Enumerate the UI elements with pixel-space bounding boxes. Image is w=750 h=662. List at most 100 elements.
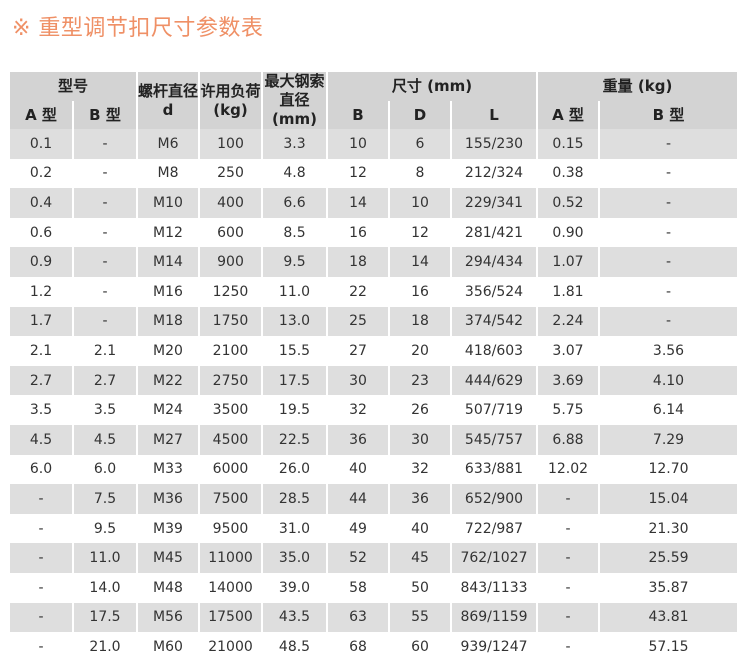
table-cell: 26	[390, 395, 450, 425]
table-cell: 63	[328, 602, 388, 633]
table-cell: 1.07	[538, 247, 598, 277]
table-cell: M36	[138, 484, 198, 514]
table-cell: 6.88	[538, 424, 598, 455]
table-cell: 374/542	[452, 306, 536, 337]
table-cell: 68	[328, 632, 388, 662]
table-row: -14.0 M48 14000 39.0 58 50 843/1133-35.87	[10, 572, 737, 603]
header-model: 型号	[10, 72, 136, 101]
table-cell: 23	[390, 365, 450, 396]
table-cell: 356/524	[452, 276, 536, 307]
table-cell: -	[74, 247, 136, 277]
table-cell: -	[600, 217, 737, 248]
table-cell: -	[600, 306, 737, 337]
table-cell: M8	[138, 158, 198, 189]
table-cell: 58	[328, 572, 388, 603]
table-cell: -	[74, 188, 136, 218]
table-cell: 57.15	[600, 632, 737, 662]
table-cell: 11.0	[263, 276, 326, 307]
table-cell: 6000	[200, 454, 261, 485]
header-weight: 重量 (kg)	[538, 72, 737, 101]
table-cell: 6.6	[263, 188, 326, 218]
table-cell: 1250	[200, 276, 261, 307]
table-cell: 12	[328, 158, 388, 189]
table-cell: 400	[200, 188, 261, 218]
table-cell: 16	[390, 276, 450, 307]
table-cell: 25	[328, 306, 388, 337]
table-cell: -	[74, 158, 136, 189]
table-cell: 60	[390, 632, 450, 662]
table-row: -17.5 M56 17500 43.5 63 55 869/1159-43.81	[10, 602, 737, 633]
table-cell: 18	[390, 306, 450, 337]
table-cell: 1.2	[10, 276, 72, 307]
table-cell: 7.5	[74, 484, 136, 514]
table-cell: 30	[390, 424, 450, 455]
table-row: 6.0 6.0 M33 6000 26.0 40 32 633/881 12.02 12.70	[10, 454, 737, 485]
table-row: 0.6- M12 600 8.5 16 12 281/421 0.90-	[10, 217, 737, 248]
table-cell: 10	[390, 188, 450, 218]
table-cell: 3.3	[263, 129, 326, 159]
table-cell: 4500	[200, 424, 261, 455]
table-cell: -	[600, 129, 737, 159]
table-cell: 11.0	[74, 543, 136, 573]
table-cell: 418/603	[452, 336, 536, 366]
table-cell: 3.69	[538, 365, 598, 396]
table-cell: 6.14	[600, 395, 737, 425]
table-cell: 50	[390, 572, 450, 603]
table-cell: 0.6	[10, 217, 72, 248]
table-row: -9.5 M39 9500 31.0 49 40 722/987-21.30	[10, 513, 737, 544]
table-cell: 12	[390, 217, 450, 248]
table-cell: 100	[200, 129, 261, 159]
table-cell: M20	[138, 336, 198, 366]
table-row: 2.7 2.7 M22 2750 17.5 30 23 444/629 3.69 4.10	[10, 365, 737, 396]
table-cell: 2.24	[538, 306, 598, 337]
table-cell: 16	[328, 217, 388, 248]
table-cell: 4.5	[10, 424, 72, 455]
table-cell: 40	[390, 513, 450, 544]
table-cell: 281/421	[452, 217, 536, 248]
table-cell: 36	[390, 484, 450, 514]
table-cell: 14000	[200, 572, 261, 603]
table-cell: 0.2	[10, 158, 72, 189]
table-cell: -	[10, 632, 72, 662]
table-cell: 843/1133	[452, 572, 536, 603]
table-cell: 55	[390, 602, 450, 633]
table-cell: -	[600, 188, 737, 218]
header-size: 尺寸 (mm)	[328, 72, 536, 101]
header-weight-b: B 型	[600, 100, 737, 129]
table-cell: M10	[138, 188, 198, 218]
table-cell: 26.0	[263, 454, 326, 485]
table-cell: 8.5	[263, 217, 326, 248]
table-cell: 8	[390, 158, 450, 189]
table-cell: 32	[328, 395, 388, 425]
table-cell: 40	[328, 454, 388, 485]
table-cell: 52	[328, 543, 388, 573]
table-cell: 4.10	[600, 365, 737, 396]
table-cell: 7.29	[600, 424, 737, 455]
table-row: -21.0 M60 21000 48.5 68 60 939/1247-57.15	[10, 632, 737, 662]
table-cell: 0.4	[10, 188, 72, 218]
table-cell: M45	[138, 543, 198, 573]
table-cell: 0.1	[10, 129, 72, 159]
table-cell: -	[10, 484, 72, 514]
table-cell: M16	[138, 276, 198, 307]
table-cell: 0.52	[538, 188, 598, 218]
table-cell: 17500	[200, 602, 261, 633]
table-cell: 2.1	[10, 336, 72, 366]
table-cell: 32	[390, 454, 450, 485]
table-cell: 3.07	[538, 336, 598, 366]
table-row: 4.5 4.5 M27 4500 22.5 36 30 545/757 6.88 7.29	[10, 424, 737, 455]
table-cell: -	[10, 513, 72, 544]
table-cell: 545/757	[452, 424, 536, 455]
table-cell: 900	[200, 247, 261, 277]
table-cell: 0.38	[538, 158, 598, 189]
table-cell: 43.81	[600, 602, 737, 633]
table-cell: M33	[138, 454, 198, 485]
table-cell: 14	[328, 188, 388, 218]
table-cell: 600	[200, 217, 261, 248]
table-cell: 17.5	[263, 365, 326, 396]
table-cell: -	[74, 129, 136, 159]
table-cell: 212/324	[452, 158, 536, 189]
table-cell: -	[10, 602, 72, 633]
table-cell: 6.0	[10, 454, 72, 485]
table-cell: M48	[138, 572, 198, 603]
